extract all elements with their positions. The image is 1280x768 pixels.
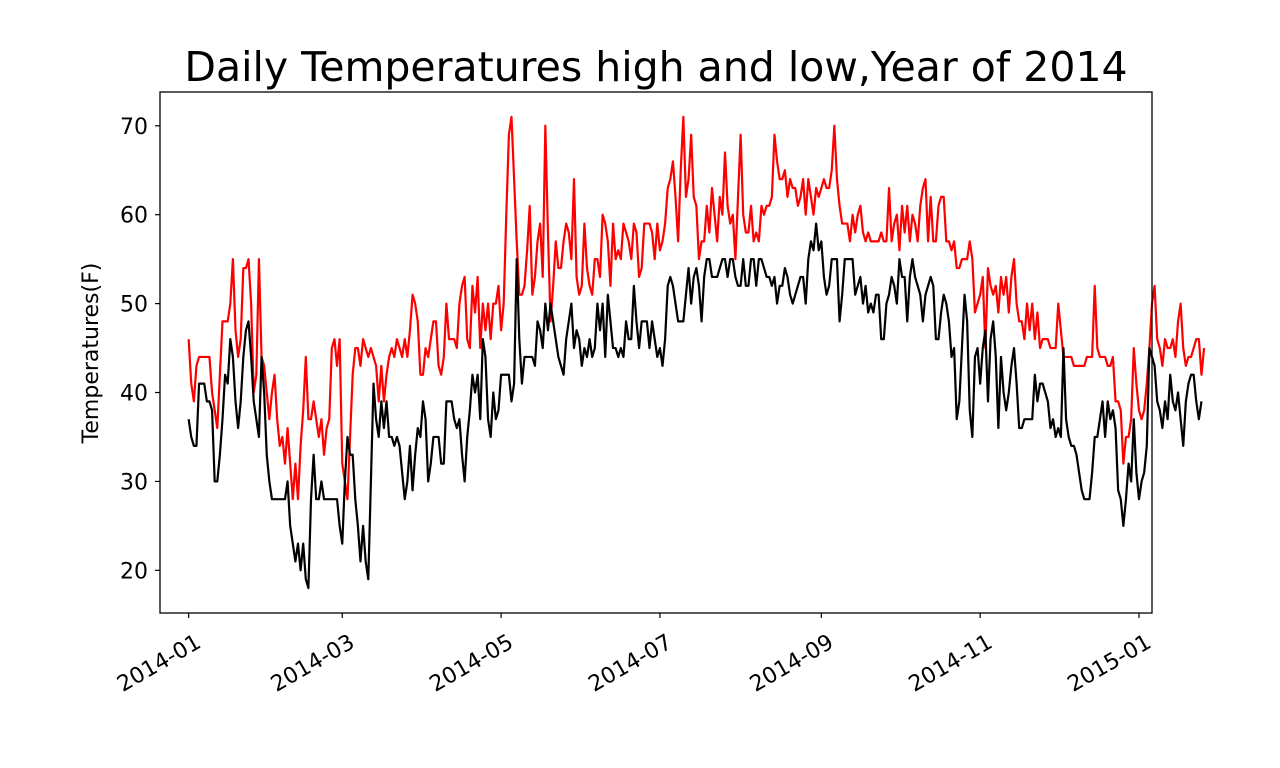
plot-area-frame (159, 91, 1153, 614)
x-tick-label-6: 2015-01 (1064, 630, 1156, 698)
y-tick-label-5: 70 (120, 115, 148, 140)
y-tick-label-0: 20 (120, 559, 148, 584)
series-line-1 (187, 222, 1203, 590)
x-tick-label-4: 2014-09 (746, 630, 838, 698)
x-tick-label-5: 2014-11 (905, 630, 997, 698)
x-tick-label-0: 2014-01 (113, 630, 205, 698)
x-tick-label-1: 2014-03 (267, 630, 359, 698)
y-tick-label-1: 30 (120, 470, 148, 495)
y-axis-label: Temperatures(F) (79, 263, 104, 445)
x-tick-label-3: 2014-07 (584, 630, 676, 698)
y-tick-label-3: 50 (120, 293, 148, 318)
y-tick-label-4: 60 (120, 204, 148, 229)
series-layer (187, 115, 1206, 590)
y-tick-label-2: 40 (120, 382, 148, 407)
series-line-0 (187, 115, 1206, 501)
x-tick-label-2: 2014-05 (426, 630, 518, 698)
chart-title: Daily Temperatures high and low,Year of … (184, 43, 1127, 91)
